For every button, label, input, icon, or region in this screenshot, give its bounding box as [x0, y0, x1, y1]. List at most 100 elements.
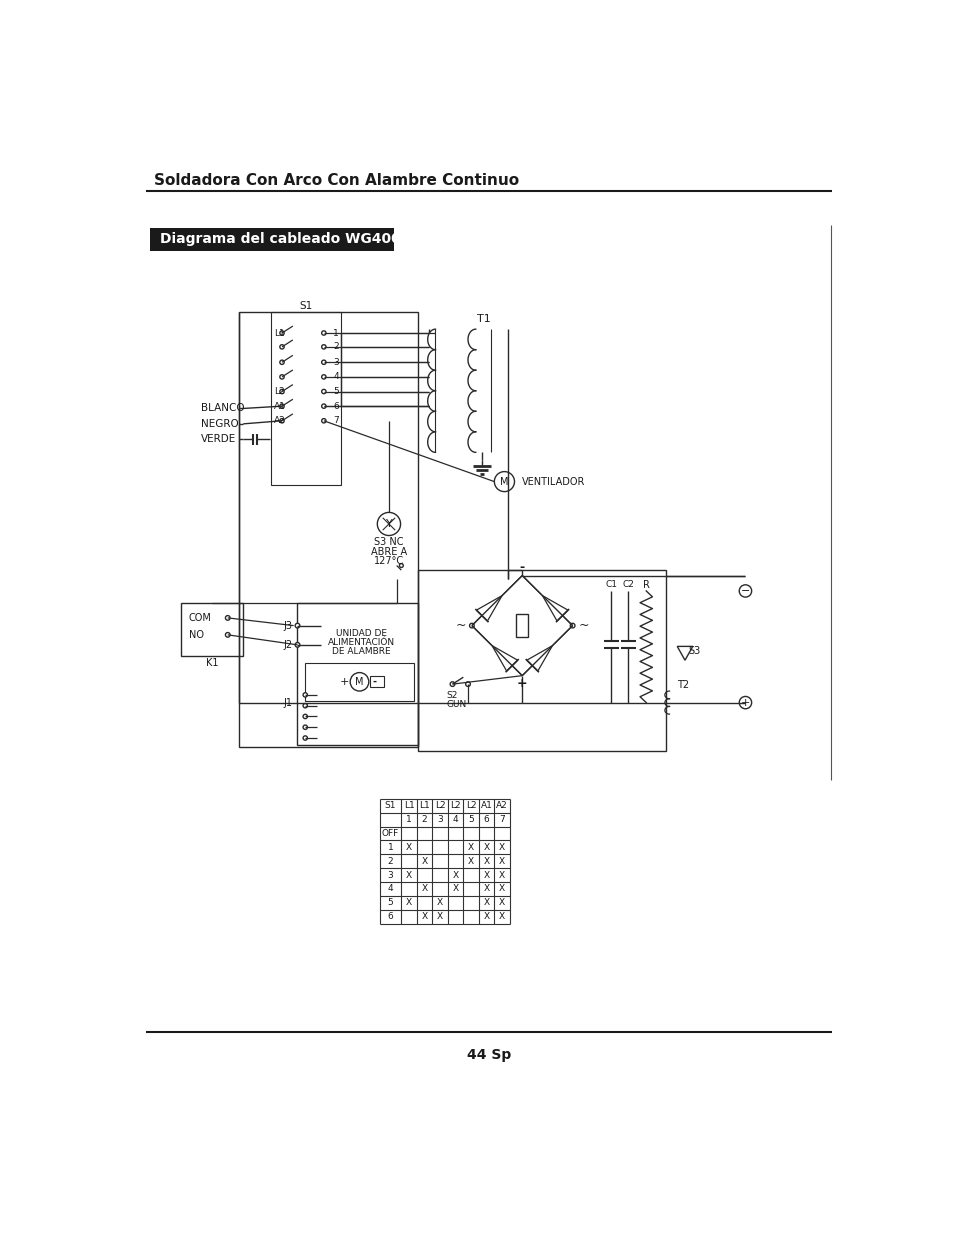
Text: 127°C: 127°C	[374, 556, 403, 566]
Text: −: −	[740, 585, 749, 597]
Text: 4: 4	[387, 884, 393, 893]
Circle shape	[321, 361, 326, 364]
Text: NO: NO	[189, 630, 204, 640]
Text: +: +	[517, 677, 527, 690]
Text: ALIMENTACIÓN: ALIMENTACIÓN	[328, 638, 395, 647]
Bar	[418, 571, 666, 751]
Text: A2: A2	[496, 802, 507, 810]
Text: X: X	[421, 884, 427, 893]
Circle shape	[225, 632, 230, 637]
Circle shape	[225, 615, 230, 620]
Text: A1: A1	[480, 802, 492, 810]
Bar	[271, 312, 340, 485]
Text: ~: ~	[578, 619, 588, 632]
Text: L1: L1	[274, 329, 285, 337]
Text: 3: 3	[436, 815, 442, 824]
Bar	[370, 677, 384, 687]
Text: 44 Sp: 44 Sp	[466, 1049, 511, 1062]
Circle shape	[279, 419, 284, 422]
Text: X: X	[483, 913, 489, 921]
Text: C1: C1	[605, 580, 617, 589]
Circle shape	[377, 513, 400, 536]
Circle shape	[279, 389, 284, 394]
Text: 2: 2	[333, 342, 338, 352]
Text: A2: A2	[274, 416, 286, 425]
Circle shape	[279, 331, 284, 335]
Polygon shape	[526, 646, 552, 671]
Text: S1: S1	[384, 802, 395, 810]
Text: 2: 2	[387, 857, 393, 866]
Text: +: +	[339, 677, 349, 687]
Text: -: -	[373, 677, 376, 687]
Circle shape	[450, 682, 455, 687]
Text: 7: 7	[498, 815, 504, 824]
Text: GUN: GUN	[446, 700, 466, 709]
Circle shape	[399, 563, 403, 567]
Circle shape	[739, 697, 751, 709]
Text: NEGRO: NEGRO	[200, 419, 238, 429]
Circle shape	[321, 345, 326, 350]
Text: Soldadora Con Arco Con Alambre Continuo: Soldadora Con Arco Con Alambre Continuo	[154, 173, 518, 188]
Text: J3: J3	[284, 621, 293, 631]
Text: 4: 4	[453, 815, 458, 824]
Text: X: X	[483, 871, 489, 879]
Text: R: R	[642, 579, 649, 590]
Bar	[305, 662, 414, 701]
Text: M: M	[499, 477, 508, 487]
Text: L2: L2	[435, 802, 445, 810]
Circle shape	[294, 642, 299, 647]
Text: 5: 5	[333, 387, 338, 396]
Text: DE ALAMBRE: DE ALAMBRE	[332, 647, 391, 656]
Text: 1: 1	[406, 815, 412, 824]
Text: 5: 5	[468, 815, 474, 824]
Text: S1: S1	[299, 301, 313, 311]
Text: X: X	[498, 913, 505, 921]
Text: X: X	[483, 884, 489, 893]
Text: X: X	[421, 913, 427, 921]
Text: S3 NC: S3 NC	[374, 537, 403, 547]
Text: S3: S3	[688, 646, 700, 656]
Text: BLANCO: BLANCO	[200, 404, 244, 414]
Text: 2: 2	[421, 815, 427, 824]
Text: X: X	[498, 898, 505, 908]
Text: OFF: OFF	[381, 829, 398, 839]
Circle shape	[739, 585, 751, 597]
Text: X: X	[483, 857, 489, 866]
Circle shape	[465, 682, 470, 687]
Text: ~: ~	[456, 619, 466, 632]
Polygon shape	[542, 595, 567, 621]
Text: X: X	[498, 857, 505, 866]
Text: S2: S2	[446, 692, 457, 700]
Text: VERDE: VERDE	[200, 435, 235, 445]
Text: J2: J2	[283, 640, 293, 650]
Bar	[239, 312, 417, 747]
Text: T2: T2	[677, 680, 689, 690]
Polygon shape	[476, 595, 501, 621]
Text: X: X	[483, 842, 489, 852]
Text: ABRE A: ABRE A	[371, 547, 407, 557]
Text: X: X	[498, 842, 505, 852]
Text: COM: COM	[189, 613, 212, 622]
Text: -: -	[519, 562, 524, 574]
Circle shape	[494, 472, 514, 492]
Text: 1: 1	[387, 842, 393, 852]
Circle shape	[279, 361, 284, 364]
Text: 3: 3	[387, 871, 393, 879]
Text: X: X	[468, 842, 474, 852]
Text: 5: 5	[387, 898, 393, 908]
Circle shape	[321, 374, 326, 379]
Text: L2: L2	[450, 802, 460, 810]
Text: X: X	[468, 857, 474, 866]
Circle shape	[294, 624, 299, 627]
Circle shape	[303, 714, 307, 719]
Circle shape	[303, 725, 307, 730]
Text: X: X	[436, 898, 443, 908]
Text: X: X	[421, 857, 427, 866]
Bar	[516, 614, 528, 637]
Circle shape	[303, 704, 307, 708]
Text: M: M	[355, 677, 363, 687]
Circle shape	[279, 345, 284, 350]
Text: L1: L1	[418, 802, 430, 810]
Bar	[150, 227, 394, 251]
Text: UNIDAD DE: UNIDAD DE	[335, 629, 387, 637]
